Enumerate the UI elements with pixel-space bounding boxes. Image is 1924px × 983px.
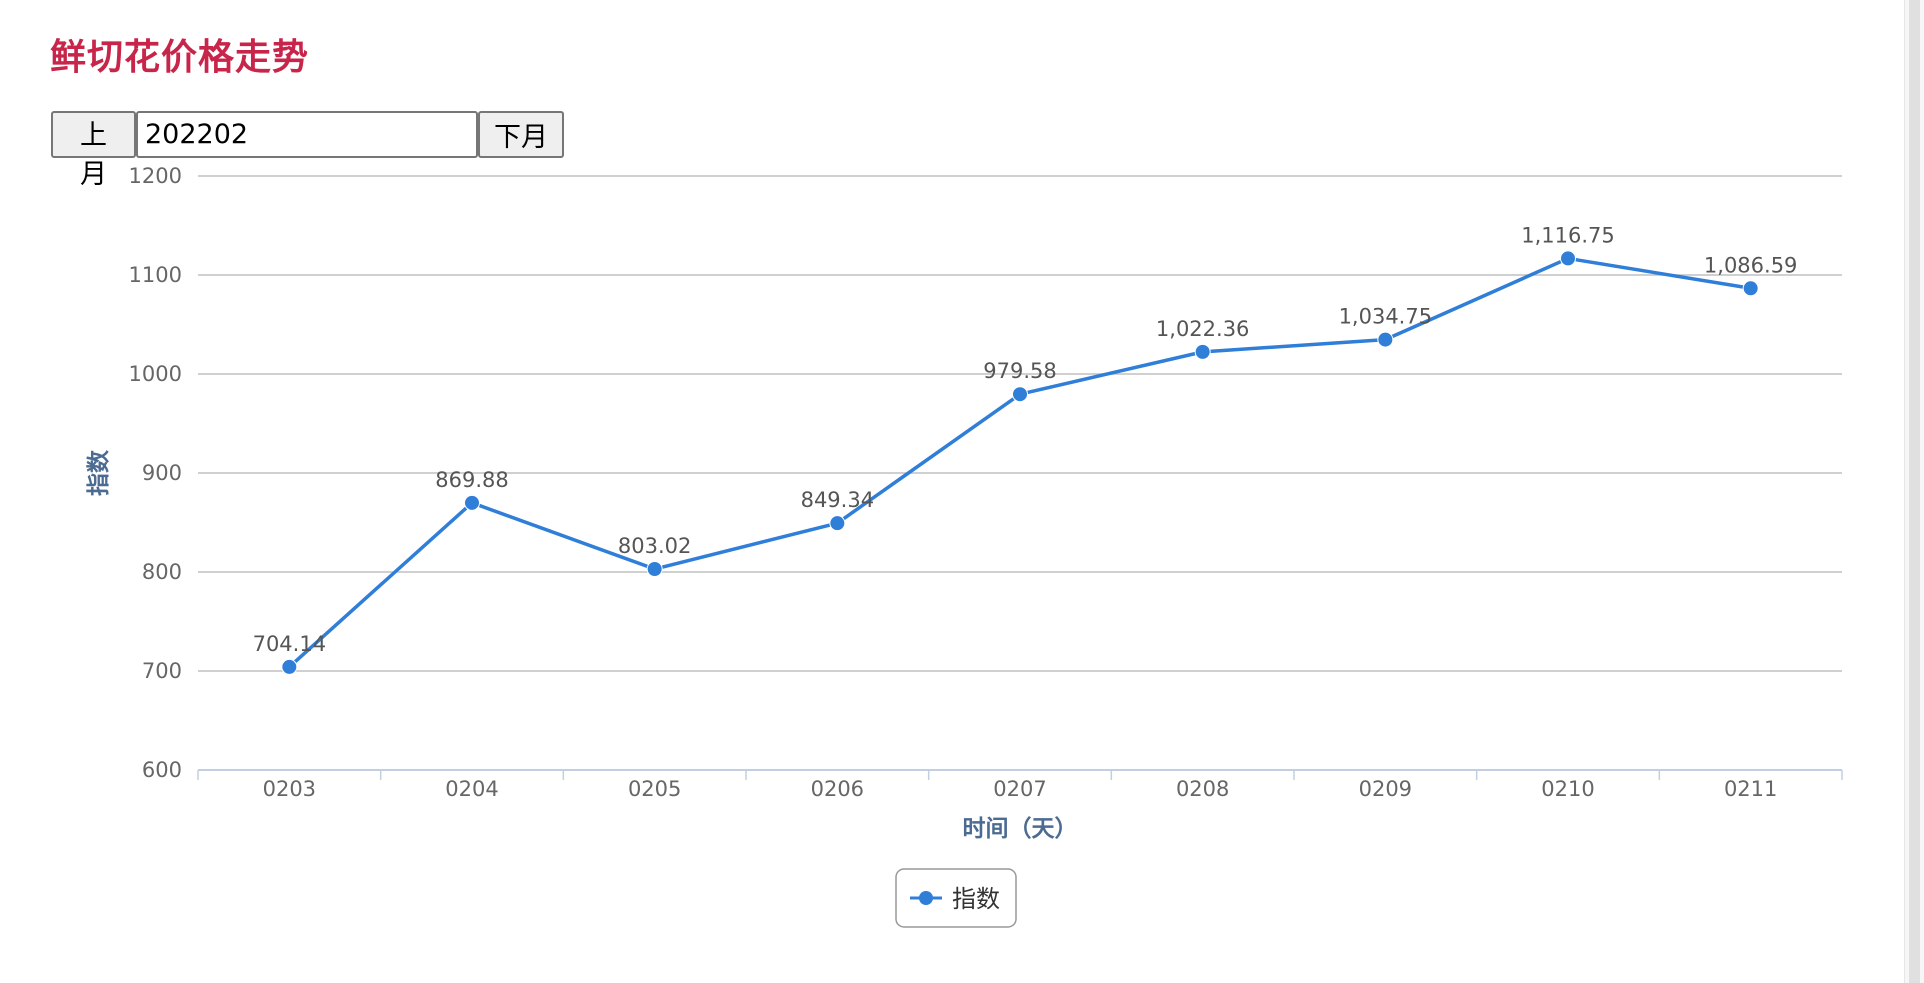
data-point[interactable]: [464, 494, 480, 511]
y-axis-ticks: 600 700 800 900 1000 1100 1200: [129, 164, 182, 782]
x-tick-label: 0209: [1359, 777, 1412, 801]
month-input[interactable]: [136, 111, 478, 158]
y-tick-label: 600: [142, 758, 182, 782]
x-axis-ticks: 0203 0204 0205 0206 0207 0208 0209 0210 0211: [197, 770, 1843, 801]
y-tick-label: 700: [142, 659, 182, 683]
data-point[interactable]: [281, 658, 298, 675]
data-label: 704.14: [253, 632, 326, 656]
grid-lines: [198, 175, 1842, 672]
y-tick-label: 900: [142, 461, 182, 485]
x-axis-title: 时间（天）: [963, 815, 1078, 842]
next-month-button[interactable]: 下月: [478, 111, 564, 158]
y-tick-label: 1100: [129, 263, 182, 287]
data-point[interactable]: [1560, 250, 1576, 267]
page-title: 鲜切花价格走势: [50, 37, 310, 78]
data-label: 1,086.59: [1704, 253, 1798, 277]
x-tick-label: 0203: [263, 777, 316, 801]
legend-marker-icon: [919, 891, 933, 905]
data-labels: 704.14 869.88 803.02 849.34 979.58 1,022.36 1,…: [253, 223, 1798, 655]
month-controls: 上月 下月: [51, 111, 564, 190]
y-tick-label: 1000: [129, 362, 182, 386]
x-tick-label: 0208: [1176, 777, 1229, 801]
data-label: 849.34: [801, 488, 874, 512]
legend-box[interactable]: [895, 868, 1017, 928]
data-label: 869.88: [435, 468, 508, 492]
x-tick-label: 0205: [628, 777, 681, 801]
data-point[interactable]: [1194, 343, 1211, 360]
legend[interactable]: 指数: [895, 868, 1017, 928]
prev-month-button[interactable]: 上月: [51, 111, 136, 190]
data-point[interactable]: [829, 515, 846, 532]
legend-item-label[interactable]: 指数: [952, 885, 1000, 913]
series-index: [281, 250, 1759, 675]
data-point[interactable]: [646, 561, 663, 578]
y-tick-label: 1200: [129, 164, 182, 188]
vertical-scrollbar[interactable]: [1904, 0, 1924, 983]
y-axis-title: 指数: [86, 449, 112, 496]
data-label: 979.58: [983, 359, 1056, 383]
data-label: 803.02: [618, 534, 691, 558]
data-label: 1,034.75: [1339, 305, 1433, 329]
x-tick-label: 0207: [993, 777, 1046, 801]
series-line: [288, 256, 1751, 669]
scrollbar-thumb[interactable]: [1909, 0, 1920, 983]
data-point[interactable]: [1012, 386, 1028, 403]
data-label: 1,022.36: [1156, 317, 1250, 341]
x-tick-label: 0210: [1541, 777, 1594, 801]
x-tick-label: 0211: [1724, 777, 1777, 801]
x-tick-label: 0206: [811, 777, 864, 801]
y-tick-label: 800: [142, 560, 182, 584]
data-label: 1,116.75: [1521, 223, 1615, 247]
data-point[interactable]: [1377, 331, 1394, 348]
x-tick-label: 0204: [445, 777, 498, 801]
data-point[interactable]: [1742, 280, 1759, 297]
